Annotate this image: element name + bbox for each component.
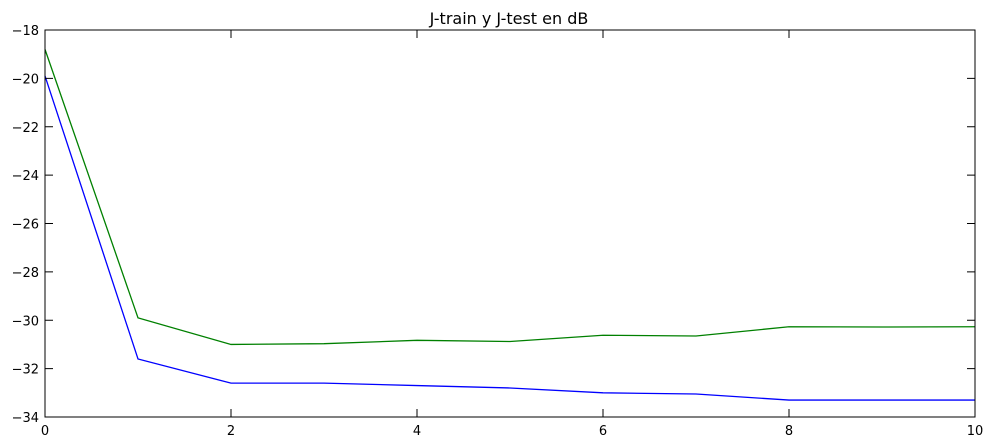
series-1-line [44,75,975,401]
y-tick-label: −32 [12,363,39,378]
x-tick-label: 10 [967,424,984,439]
plot-area-frame [44,29,976,418]
y-tick-label: −20 [12,72,39,87]
x-tick-label: 2 [227,424,235,439]
y-tick-label: −22 [12,121,39,136]
y-tick-label: −30 [12,314,39,329]
x-axis: 0 2 4 6 8 10 [41,30,983,439]
x-tick-label: 0 [41,424,49,439]
x-tick-label: 6 [599,424,607,439]
x-tick-label: 8 [785,424,793,439]
y-axis: −34 −32 −30 −28 −26 −24 −22 −20 −18 [12,24,975,426]
y-tick-label: −24 [12,169,39,184]
y-tick-label: −18 [12,24,39,39]
y-tick-label: −28 [12,266,39,281]
x-tick-label: 4 [413,424,421,439]
chart-title: J-train y J-test en dB [429,9,589,28]
series-2-line [44,49,976,346]
y-tick-label: −34 [12,411,39,426]
series-layer [44,49,976,401]
y-tick-label: −26 [12,218,39,233]
